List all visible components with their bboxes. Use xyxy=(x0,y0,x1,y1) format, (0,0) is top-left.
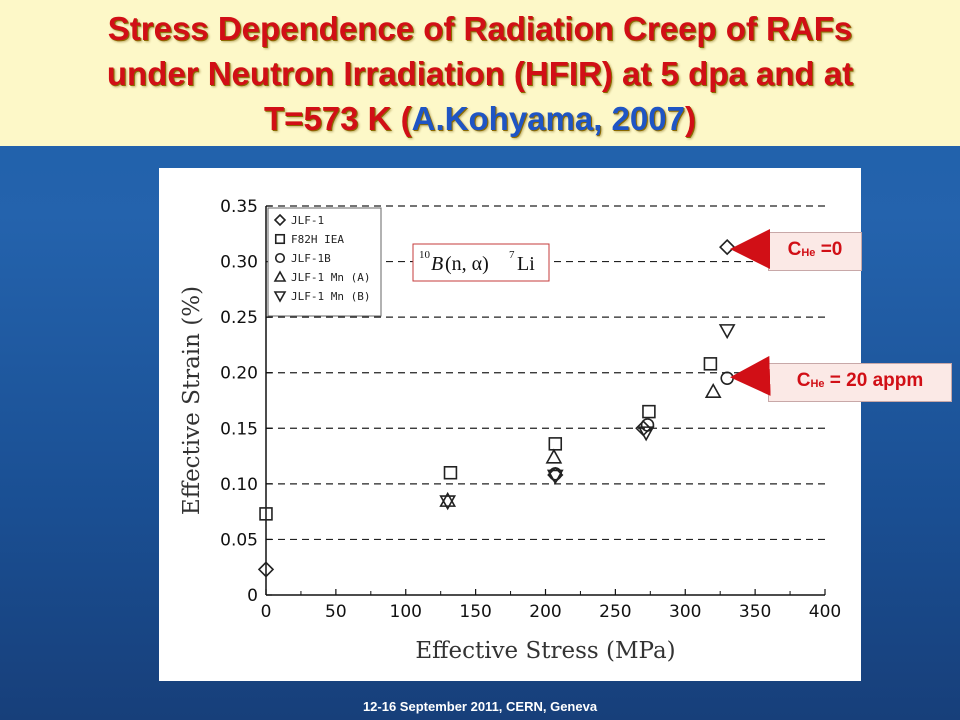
legend-marker xyxy=(273,213,287,227)
chart-panel: 0 0.05 0.10 0.15 0.20 0.25 0.30 0.35 0 50 100 150 20… xyxy=(159,168,861,681)
x-axis-title: Effective Stress (MPa) xyxy=(415,638,675,664)
y-tick-label: 0.25 xyxy=(220,308,258,328)
y-tick-label: 0.10 xyxy=(220,475,258,495)
x-tick-label: 50 xyxy=(325,602,347,622)
title-line-2: under Neutron Irradiation (HFIR) at 5 dp… xyxy=(106,55,854,92)
author-citation: A.Kohyama, 2007 xyxy=(411,100,685,137)
data-point-jlf-1b xyxy=(720,371,734,386)
callout-che-zero: CHe =0 xyxy=(768,232,862,271)
data-point-f82h-iea xyxy=(443,465,458,480)
data-points xyxy=(257,238,736,578)
title-line-3: T=573 K (A.Kohyama, 2007) xyxy=(0,96,960,141)
x-tick-label: 250 xyxy=(599,602,631,622)
y-tick-label: 0.30 xyxy=(220,253,258,273)
x-tick-label: 350 xyxy=(739,602,771,622)
x-tick-label: 300 xyxy=(669,602,701,622)
y-tick-label: 0.20 xyxy=(220,364,258,384)
slide-footer: 12-16 September 2011, CERN, Geneva xyxy=(362,699,598,714)
x-tick-label: 400 xyxy=(809,602,841,622)
callout-che-20-value: = 20 appm xyxy=(824,370,924,391)
legend-marker xyxy=(273,270,287,282)
callout-che-20: CHe = 20 appm xyxy=(768,363,952,402)
callout-che-20-sub: He xyxy=(810,378,825,390)
y-axis-title: Effective Strain (%) xyxy=(179,286,205,515)
reaction-text: 10B(n, α) 7 Li xyxy=(419,249,535,275)
legend-marker xyxy=(274,233,286,245)
x-tick-label: 100 xyxy=(390,602,422,622)
title-line-1: Stress Dependence of Radiation Creep of … xyxy=(107,10,853,47)
y-tick-label: 0.35 xyxy=(220,197,258,217)
title-line-3-prefix: T=573 K ( xyxy=(264,100,412,137)
x-tick-label: 0 xyxy=(261,602,272,622)
slide-title: Stress Dependence of Radiation Creep of … xyxy=(0,6,960,141)
legend: JLF-1 F82H IEA JLF-1B JLF-1 Mn (A) JLF-1 Mn … xyxy=(267,207,382,317)
reaction-label: 10B(n, α) 7 Li xyxy=(412,243,550,282)
data-point-f82h-iea xyxy=(259,507,273,521)
y-tick-label: 0 xyxy=(247,586,258,606)
x-tick-label: 150 xyxy=(459,602,491,622)
y-tick-label: 0.15 xyxy=(220,419,258,439)
data-point-jlf-1-mn-a xyxy=(704,382,722,399)
reaction-li: Li xyxy=(517,253,535,275)
data-point-f82h-iea xyxy=(548,437,563,451)
scatter-chart: 0 0.05 0.10 0.15 0.20 0.25 0.30 0.35 0 50 100 150 20… xyxy=(179,197,841,664)
data-point-jlf-1b xyxy=(640,418,655,432)
legend-label: F82H IEA xyxy=(291,233,344,246)
data-point-f82h-iea xyxy=(703,357,718,371)
legend-box xyxy=(267,207,382,317)
data-point-jlf-1-mn-a xyxy=(545,448,563,464)
legend-label: JLF-1 Mn (B) xyxy=(291,290,370,303)
data-point-f82h-iea xyxy=(642,404,656,419)
x-tick-label: 200 xyxy=(529,602,561,622)
reaction-mass10: 10 xyxy=(419,249,431,261)
reaction-mass7: 7 xyxy=(509,249,515,261)
callout-che-20-c: C xyxy=(796,370,811,391)
title-line-3-suffix: ) xyxy=(684,100,696,137)
data-point-jlf-1-mn-b xyxy=(637,426,655,442)
callout-che-zero-c: C xyxy=(787,239,802,260)
callout-che-zero-value: =0 xyxy=(815,239,843,260)
axes: 0 0.05 0.10 0.15 0.20 0.25 0.30 0.35 0 50 100 150 20… xyxy=(179,197,841,664)
legend-label: JLF-1 xyxy=(291,214,324,227)
reaction-mid: (n, α) xyxy=(445,253,489,275)
data-point-jlf-1-mn-b xyxy=(546,469,564,485)
callout-che-zero-sub: He xyxy=(801,247,816,259)
data-point-jlf-1 xyxy=(257,561,275,578)
reaction-b: B xyxy=(431,253,443,275)
title-band xyxy=(0,0,960,146)
y-tick-label: 0.05 xyxy=(220,530,258,550)
legend-label: JLF-1B xyxy=(291,252,331,265)
legend-marker xyxy=(274,252,286,264)
legend-label: JLF-1 Mn (A) xyxy=(291,271,370,284)
data-point-jlf-1-mn-b xyxy=(439,495,457,511)
data-point-jlf-1-mn-a xyxy=(439,491,457,507)
legend-marker xyxy=(273,291,287,303)
data-point-jlf-1-mn-b xyxy=(718,324,736,340)
reaction-box xyxy=(412,243,550,282)
data-point-jlf-1 xyxy=(719,238,736,256)
